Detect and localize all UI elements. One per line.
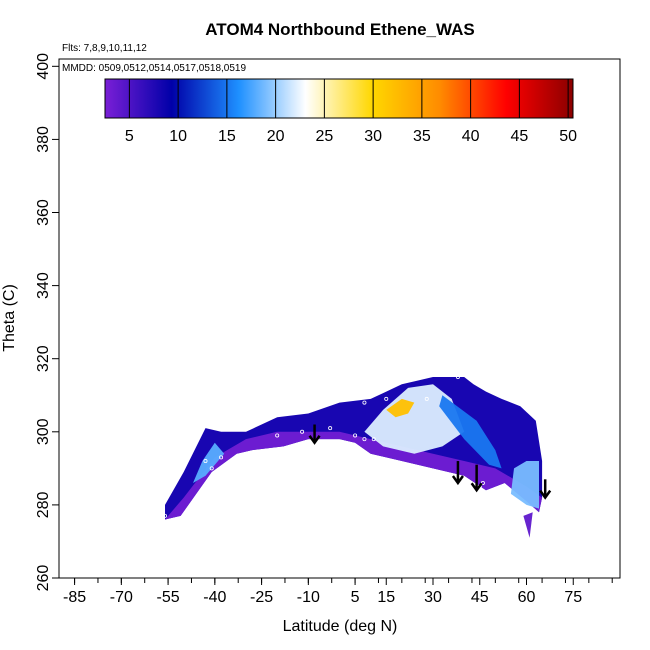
low-mixing-ratio-band <box>165 431 543 520</box>
colorbar-tick-label: 25 <box>315 128 333 145</box>
sample-point <box>455 374 460 379</box>
flight-arrow <box>539 479 552 500</box>
flight-arrow <box>308 424 321 445</box>
y-tick-label: 320 <box>35 345 52 372</box>
y-tick-label: 380 <box>35 126 52 153</box>
x-tick-label: -55 <box>157 589 180 606</box>
plot-frame <box>58 58 621 579</box>
sample-point <box>225 462 230 467</box>
x-tick-label: 15 <box>377 589 395 606</box>
mid-latitude-plume <box>364 384 465 454</box>
southern-edge-streak <box>193 442 225 483</box>
flight-arrow-head <box>451 475 464 486</box>
y-tick-label: 300 <box>35 418 52 445</box>
colorbar-tick-label: 5 <box>125 128 134 145</box>
x-tick-label: -10 <box>297 589 320 606</box>
flight-arrow-head <box>308 435 321 445</box>
sample-point <box>353 433 358 438</box>
flight-arrow <box>470 464 483 493</box>
x-axis: -85 -70 -55 -40 -25 -10 5 15 30 45 60 75 <box>63 578 613 606</box>
sample-point <box>480 480 485 485</box>
sample-point <box>384 396 389 401</box>
sample-point <box>371 437 376 442</box>
arrows-layer <box>308 424 552 500</box>
plume-core <box>386 398 415 418</box>
colorbar-tick-label: 30 <box>364 128 382 145</box>
x-tick-label: 30 <box>424 589 442 606</box>
sample-point <box>424 396 429 401</box>
sample-point <box>300 429 305 434</box>
sample-point <box>209 466 214 471</box>
colorbar-tick-label: 20 <box>267 128 285 145</box>
colorbar-tick-label: 50 <box>559 128 577 145</box>
sample-point <box>219 455 224 460</box>
y-tick-label: 260 <box>35 565 52 592</box>
y-tick-label: 280 <box>35 491 52 518</box>
colorbar: 5 10 15 20 25 30 35 40 45 50 <box>104 78 577 145</box>
sample-point <box>362 437 367 442</box>
colorbar-tick-label: 40 <box>462 128 480 145</box>
y-tick-label: 360 <box>35 199 52 226</box>
sample-points-layer <box>162 374 485 518</box>
x-tick-label: 5 <box>351 589 360 606</box>
x-tick-label: -40 <box>203 589 226 606</box>
y-tick-label: 400 <box>35 53 52 80</box>
x-tick-label: 45 <box>471 589 489 606</box>
x-tick-label: -25 <box>250 589 273 606</box>
sample-point <box>203 459 208 464</box>
x-tick-label: 75 <box>564 589 582 606</box>
dates-label: MMDD: 0509,0512,0514,0517,0518,0519 <box>62 63 246 74</box>
y-axis-label: Theta (C) <box>1 284 18 352</box>
x-tick-label: -70 <box>110 589 133 606</box>
sample-point <box>275 433 280 438</box>
sample-point <box>162 513 167 518</box>
sample-point <box>328 426 333 431</box>
northern-diagonal <box>439 395 502 469</box>
x-tick-label: 60 <box>518 589 536 606</box>
field-layer <box>165 377 543 538</box>
colorbar-tick-label: 15 <box>218 128 236 145</box>
colorbar-tick-label: 45 <box>510 128 528 145</box>
y-axis: 260 280 300 320 340 360 380 400 <box>35 53 59 591</box>
flight-arrow <box>451 461 464 486</box>
chart-title: ATOM4 Northbound Ethene_WAS <box>205 20 474 39</box>
flight-arrow-head <box>470 482 483 493</box>
flights-label: Flts: 7,8,9,10,11,12 <box>62 43 147 54</box>
colorbar-tick-label: 35 <box>413 128 431 145</box>
x-tick-label: -85 <box>63 589 86 606</box>
colorbar-tick-label: 10 <box>169 128 187 145</box>
x-axis-label: Latitude (deg N) <box>283 618 398 635</box>
arctic-tail <box>523 512 533 538</box>
colorbar-fill <box>104 78 574 119</box>
sample-point <box>362 400 367 405</box>
y-tick-label: 340 <box>35 272 52 299</box>
flight-arrow-head <box>539 489 552 500</box>
arctic-edge <box>510 461 539 509</box>
